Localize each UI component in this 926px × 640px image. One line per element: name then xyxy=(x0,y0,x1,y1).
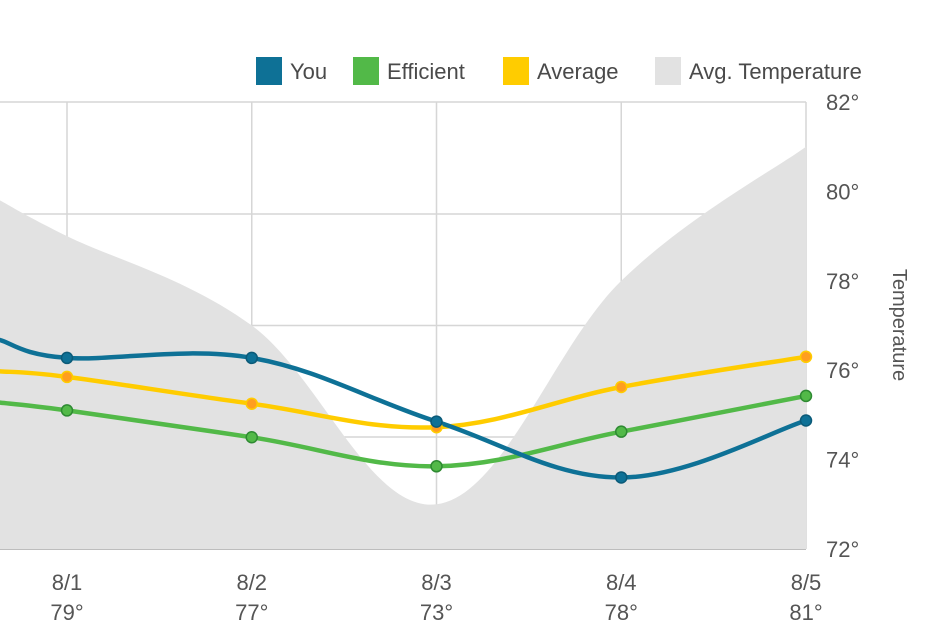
x-axis: 8/1 79° 8/2 77° 8/3 73° 8/4 78° 8/5 81° xyxy=(50,570,822,625)
data-point-average[interactable] xyxy=(799,350,813,364)
legend-swatch-average xyxy=(503,57,529,85)
data-point-you[interactable] xyxy=(245,351,258,365)
x-tick-sublabel: 73° xyxy=(420,600,453,625)
data-point-you[interactable] xyxy=(430,415,443,428)
y-tick-label: 78° xyxy=(826,269,859,294)
x-tick-label: 8/1 xyxy=(52,570,83,595)
x-tick-label: 8/3 xyxy=(421,570,452,595)
y-tick-label: 74° xyxy=(826,448,859,473)
data-point-efficient[interactable] xyxy=(615,425,628,438)
legend-label-avg-temperature: Avg. Temperature xyxy=(689,59,862,84)
x-tick-sublabel: 79° xyxy=(50,600,83,625)
y-axis-title: Temperature xyxy=(888,269,910,381)
legend-label-efficient: Efficient xyxy=(387,59,465,84)
y-axis-right: 72° 74° 76° 78° 80° 82° xyxy=(826,90,859,562)
x-tick-sublabel: 78° xyxy=(605,600,638,625)
x-tick-label: 8/2 xyxy=(236,570,267,595)
legend-label-average: Average xyxy=(537,59,619,84)
y-tick-label: 76° xyxy=(826,358,859,383)
y-tick-label: 72° xyxy=(826,537,859,562)
data-point-average[interactable] xyxy=(60,370,74,384)
data-point-you[interactable] xyxy=(799,414,813,427)
x-tick-label: 8/5 xyxy=(791,570,822,595)
legend-swatch-avg-temperature xyxy=(655,57,681,85)
y-tick-label: 80° xyxy=(826,179,859,204)
legend-swatch-efficient xyxy=(353,57,379,85)
data-point-efficient[interactable] xyxy=(245,431,258,444)
x-tick-sublabel: 77° xyxy=(235,600,268,625)
data-point-average[interactable] xyxy=(245,397,258,410)
x-tick-sublabel: 81° xyxy=(789,600,822,625)
avg-temperature-area xyxy=(0,146,806,549)
legend-label-you: You xyxy=(290,59,327,84)
series-points xyxy=(60,350,813,484)
y-tick-label: 82° xyxy=(826,90,859,115)
data-point-efficient[interactable] xyxy=(430,460,443,473)
avg-temperature-area-shape xyxy=(0,146,806,549)
x-tick-label: 8/4 xyxy=(606,570,637,595)
data-point-you[interactable] xyxy=(60,351,74,365)
data-point-average[interactable] xyxy=(615,380,628,394)
legend-swatch-you xyxy=(256,57,282,85)
series-line-you xyxy=(0,337,809,480)
legend: You Efficient Average Avg. Temperature xyxy=(256,57,862,85)
data-point-you[interactable] xyxy=(615,471,628,484)
data-point-efficient[interactable] xyxy=(60,404,74,417)
data-point-efficient[interactable] xyxy=(799,389,813,403)
